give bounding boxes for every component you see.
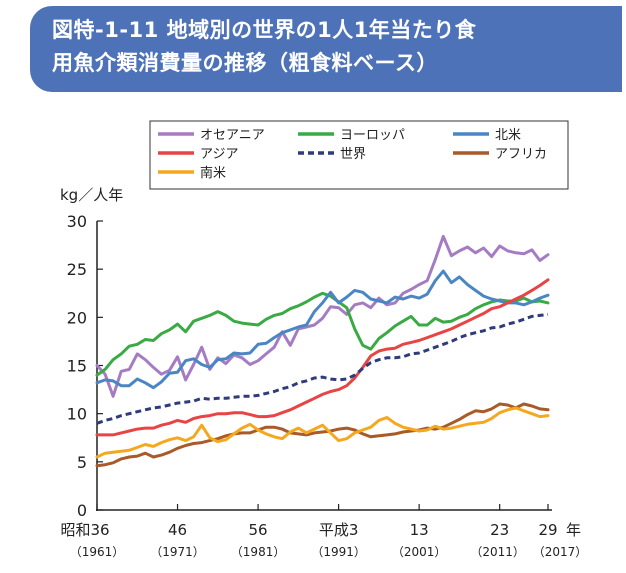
x-tick-sublabel: （1971） bbox=[150, 545, 205, 559]
y-tick-label: 0 bbox=[77, 501, 87, 520]
series-line bbox=[95, 269, 550, 390]
y-tick-label: 10 bbox=[67, 405, 87, 424]
legend-label: 南米 bbox=[200, 165, 226, 181]
y-tick-label: 15 bbox=[67, 357, 87, 376]
x-tick-labels: 昭和36 （1961） 46 （1971） 56 （1981） 平成3 （1991） 13 （20… bbox=[60, 504, 587, 559]
legend-label: アジア bbox=[200, 147, 238, 162]
series-line bbox=[95, 406, 550, 459]
legend-label: ヨーロッパ bbox=[340, 128, 405, 143]
legend-box bbox=[149, 120, 569, 190]
y-tick-label: 30 bbox=[67, 212, 87, 231]
y-tick-label: 20 bbox=[67, 308, 87, 327]
x-tick-sublabel: （1961） bbox=[70, 545, 125, 559]
legend-label: 北米 bbox=[495, 128, 521, 143]
y-tick-label: 25 bbox=[67, 260, 87, 279]
y-axis-unit-label: kg／人年 bbox=[60, 186, 123, 204]
legend-label: 世界 bbox=[340, 147, 366, 162]
title-banner: 図特-1-11 地域別の世界の1人1年当たり食 用魚介類消費量の推移（粗食料ベー… bbox=[30, 6, 622, 92]
x-tick-sublabel: （2017） bbox=[533, 545, 588, 559]
chart-title-line1: 図特-1-11 地域別の世界の1人1年当たり食 bbox=[52, 18, 477, 42]
x-tick-label: 46 bbox=[168, 521, 187, 539]
axes: 0 5 10 15 20 25 30 bbox=[67, 212, 552, 520]
series-line bbox=[95, 234, 550, 398]
series-line bbox=[95, 291, 550, 377]
x-tick-label: 23 bbox=[490, 521, 509, 539]
chart-title-line2: 用魚介類消費量の推移（粗食料ベース） bbox=[52, 51, 438, 75]
series-layer bbox=[95, 234, 550, 468]
legend-label: オセアニア bbox=[200, 128, 265, 143]
series-line bbox=[95, 278, 550, 437]
series-line bbox=[95, 402, 550, 468]
x-tick-label: 昭和36 bbox=[60, 521, 109, 539]
x-tick-label: 56 bbox=[249, 521, 268, 539]
x-tick-label: 平成3 bbox=[319, 521, 359, 539]
x-tick-sublabel: （2011） bbox=[470, 545, 525, 559]
x-tick-sublabel: （2001） bbox=[392, 545, 447, 559]
y-tick-label: 5 bbox=[77, 453, 87, 472]
x-tick-label: 13 bbox=[410, 521, 429, 539]
x-tick-sublabel: （1981） bbox=[231, 545, 286, 559]
x-tick-sublabel: （1991） bbox=[311, 545, 366, 559]
chart-title: 図特-1-11 地域別の世界の1人1年当たり食 用魚介類消費量の推移（粗食料ベー… bbox=[52, 14, 612, 80]
legend-label: アフリカ bbox=[495, 147, 547, 162]
x-tick-label: 29 bbox=[538, 521, 557, 539]
x-axis-unit-label: 年 bbox=[566, 521, 581, 539]
series-line bbox=[96, 312, 549, 425]
